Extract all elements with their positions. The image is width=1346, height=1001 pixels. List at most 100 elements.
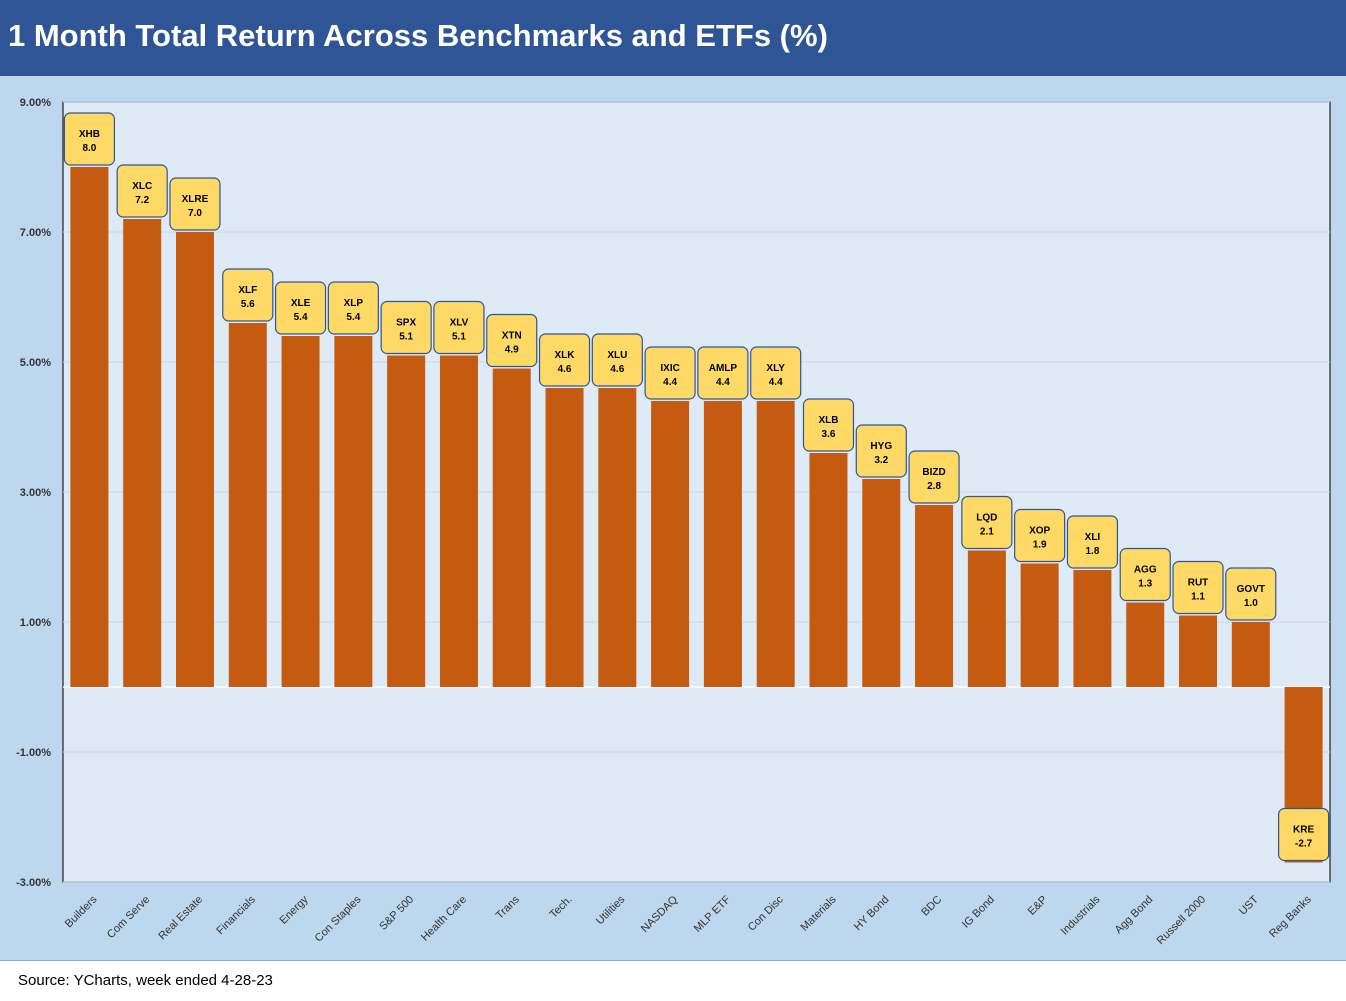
- label-box: [327, 281, 379, 335]
- label-box: [802, 398, 855, 452]
- label-value: 1.9: [1033, 540, 1047, 551]
- data-label-agg: AGG 1.3: [1119, 547, 1171, 602]
- label-ticker: XHB: [79, 129, 100, 140]
- label-ticker: XLC: [132, 181, 152, 192]
- label-ticker: HYG: [870, 441, 892, 452]
- y-tick-label: 5.00%: [20, 357, 51, 369]
- x-tick-label: NASDAQ: [639, 893, 681, 935]
- x-tick-label: Reg Banks: [1267, 893, 1314, 940]
- bar-xli: [1073, 570, 1112, 687]
- label-value: -2.7: [1295, 839, 1313, 850]
- label-value: 4.4: [716, 377, 730, 388]
- label-box: [274, 281, 327, 335]
- label-ticker: XLY: [766, 363, 785, 374]
- label-value: 2.1: [980, 527, 994, 538]
- label-ticker: GOVT: [1237, 584, 1265, 595]
- data-label-xlp: XLP 5.4: [327, 281, 379, 335]
- data-label-govt: GOVT 1.0: [1225, 567, 1277, 621]
- label-ticker: XLK: [555, 350, 576, 361]
- x-tick-label: Trans: [494, 893, 522, 921]
- x-tick-label: Tech.: [548, 894, 575, 921]
- data-label-xli: XLI 1.8: [1066, 515, 1119, 569]
- x-tick-label: S&P 500: [377, 894, 416, 933]
- bar-xop: [1020, 563, 1059, 687]
- label-value: 1.1: [1191, 592, 1205, 603]
- x-tick-label: E&P: [1026, 894, 1050, 918]
- x-tick-label: IG Bond: [960, 894, 997, 931]
- label-value: 1.3: [1138, 579, 1152, 590]
- label-ticker: XLF: [238, 285, 257, 296]
- data-label-lqd: LQD 2.1: [961, 495, 1013, 550]
- bar-chart: 9.00% 7.00% 5.00% 3.00% 1.00% -1.00% -3.00% XH…: [16, 97, 1331, 947]
- data-label-hyg: HYG 3.2: [855, 424, 907, 478]
- data-label-ixic: IXIC 4.4: [644, 346, 696, 400]
- data-label-bizd: BIZD 2.8: [908, 450, 960, 504]
- label-value: 5.1: [452, 332, 466, 343]
- label-value: 5.4: [346, 312, 360, 323]
- label-box: [1119, 547, 1171, 602]
- label-box: [1014, 508, 1066, 563]
- bar-xle: [281, 336, 320, 687]
- label-value: 3.6: [822, 429, 836, 440]
- header-bar: 1 Month Total Return Across Benchmarks a…: [0, 0, 1346, 76]
- data-label-kre: KRE -2.7: [1278, 807, 1330, 862]
- bar-xlu: [598, 388, 637, 687]
- bar-rut: [1179, 615, 1218, 687]
- x-tick-label: Utilities: [594, 893, 628, 927]
- label-ticker: IXIC: [660, 363, 679, 374]
- bar-xlf: [228, 323, 267, 687]
- bar-xlv: [439, 355, 478, 687]
- y-tick-label: 3.00%: [20, 487, 51, 499]
- data-label-xtn: XTN 4.9: [486, 313, 538, 368]
- data-label-xlre: XLRE 7.0: [169, 177, 221, 231]
- label-box: [116, 164, 168, 218]
- label-ticker: KRE: [1293, 825, 1314, 836]
- x-tick-label: Materials: [799, 893, 839, 933]
- label-value: 7.2: [135, 195, 149, 206]
- label-ticker: RUT: [1188, 578, 1209, 589]
- y-tick-label: -3.00%: [16, 877, 51, 889]
- bar-xlc: [123, 219, 162, 687]
- label-value: 5.4: [294, 312, 308, 323]
- label-value: 2.8: [927, 481, 941, 492]
- x-tick-label: Agg Bond: [1113, 894, 1156, 937]
- x-tick-label: Con Staples: [313, 893, 364, 944]
- chart-area: 9.00% 7.00% 5.00% 3.00% 1.00% -1.00% -3.00% XH…: [0, 76, 1346, 960]
- label-value: 7.0: [188, 208, 202, 219]
- data-label-xlf: XLF 5.6: [222, 268, 274, 322]
- label-value: 1.8: [1085, 546, 1099, 557]
- label-ticker: XOP: [1029, 526, 1050, 537]
- page-title: 1 Month Total Return Across Benchmarks a…: [8, 18, 828, 53]
- x-tick-label: Health Care: [419, 894, 469, 944]
- data-label-amlp: AMLP 4.4: [697, 346, 749, 400]
- label-box: [644, 346, 696, 400]
- data-label-xlk: XLK 4.6: [538, 333, 591, 387]
- label-value: 4.6: [610, 364, 624, 375]
- x-tick-label: Russell 2000: [1155, 894, 1208, 947]
- data-label-xlv: XLV 5.1: [433, 300, 485, 355]
- label-box: [63, 112, 115, 166]
- data-label-xop: XOP 1.9: [1014, 508, 1066, 563]
- label-value: 1.0: [1244, 598, 1258, 609]
- bar-agg: [1126, 602, 1165, 687]
- label-ticker: SPX: [396, 318, 416, 329]
- source-note: Source: YCharts, week ended 4-28-23: [18, 972, 273, 989]
- label-ticker: XLE: [291, 298, 311, 309]
- label-box: [1225, 567, 1277, 621]
- label-ticker: AGG: [1134, 565, 1157, 576]
- data-label-xlu: XLU 4.6: [591, 333, 643, 387]
- x-tick-label: HY Bond: [852, 894, 891, 933]
- label-box: [855, 424, 907, 478]
- label-value: 4.4: [663, 377, 677, 388]
- label-box: [591, 333, 643, 387]
- label-ticker: XLP: [344, 298, 364, 309]
- bar-bizd: [915, 505, 954, 687]
- data-label-xlc: XLC 7.2: [116, 164, 168, 218]
- label-box: [1278, 807, 1330, 862]
- label-box: [750, 346, 802, 400]
- label-box: [1172, 560, 1224, 615]
- x-tick-label: Financials: [214, 893, 258, 937]
- bar-hyg: [862, 479, 901, 687]
- label-box: [486, 313, 538, 368]
- x-tick-label: Com Serve: [105, 894, 152, 941]
